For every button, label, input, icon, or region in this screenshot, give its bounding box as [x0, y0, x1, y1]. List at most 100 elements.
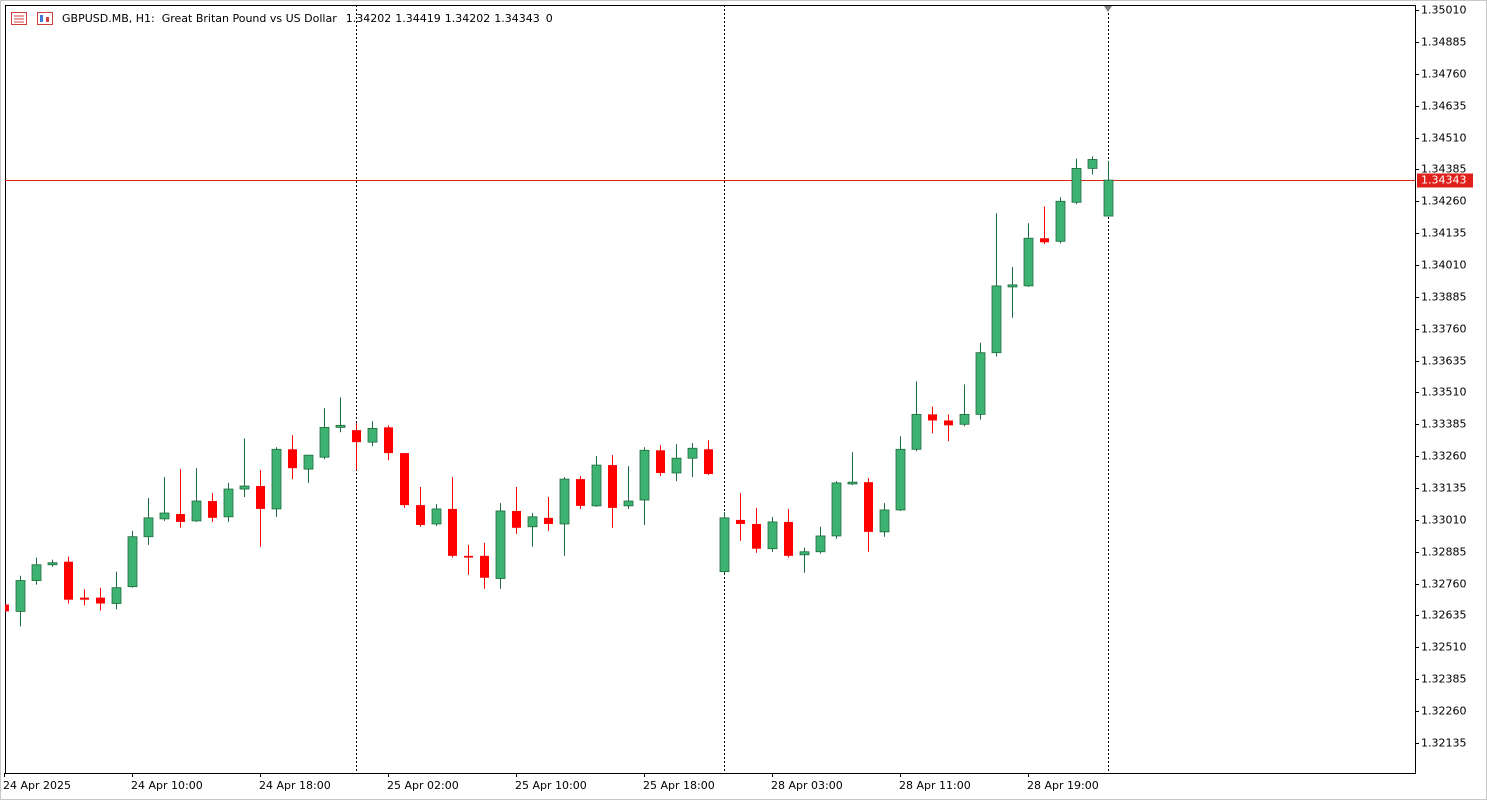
candle-body — [928, 414, 937, 421]
candle-body — [576, 479, 585, 506]
candle-body — [288, 449, 297, 469]
candle-body — [431, 508, 442, 525]
candle-body — [767, 521, 778, 550]
y-tick-label: 1.33135 — [1421, 482, 1467, 495]
candle-body — [5, 604, 9, 612]
candle-body — [96, 597, 105, 604]
header-low: 1.34202 — [445, 12, 491, 25]
candle-body — [480, 555, 489, 578]
candle-body — [799, 551, 810, 556]
candle-body — [1040, 238, 1049, 243]
candle-body — [1055, 200, 1066, 242]
candle-body — [559, 478, 570, 525]
price-label-box — [1417, 173, 1473, 188]
candle-body — [591, 464, 602, 507]
candle-body — [495, 510, 506, 579]
header-open: 1.34202 — [346, 12, 392, 25]
y-tick-label: 1.34510 — [1421, 132, 1467, 145]
candle-body — [608, 465, 617, 508]
y-tick-label: 1.32760 — [1421, 578, 1467, 591]
header: GBPUSD.MB, H1: Great Britan Pound vs US … — [62, 12, 553, 25]
header-volume: 0 — [546, 12, 553, 25]
x-tick-label: 24 Apr 10:00 — [131, 779, 203, 792]
candle-body — [384, 427, 393, 454]
y-tick-label: 1.33885 — [1421, 291, 1467, 304]
y-tick-label: 1.33760 — [1421, 323, 1467, 336]
x-tick-label: 24 Apr 2025 — [3, 779, 71, 792]
candle-body — [1071, 167, 1082, 203]
candle-body — [127, 536, 138, 588]
x-tick-label: 25 Apr 18:00 — [643, 779, 715, 792]
y-tick-label: 1.33010 — [1421, 514, 1467, 527]
candle-body — [512, 510, 521, 528]
candle-body — [111, 587, 122, 604]
candle-body — [448, 508, 457, 556]
candle-body — [975, 352, 986, 415]
y-tick-label: 1.34385 — [1421, 163, 1467, 176]
y-tick-label: 1.32260 — [1421, 705, 1467, 718]
x-tick-label: 25 Apr 02:00 — [387, 779, 459, 792]
x-tick-label: 28 Apr 11:00 — [899, 779, 971, 792]
candle-body — [864, 482, 873, 532]
y-tick-label: 1.32885 — [1421, 546, 1467, 559]
candle-body — [1087, 159, 1098, 169]
candle-body — [239, 485, 250, 490]
shift-marker — [1104, 6, 1112, 12]
candle-body — [831, 482, 842, 537]
icon — [46, 17, 49, 22]
y-tick-label: 1.32135 — [1421, 737, 1467, 750]
candle-body — [319, 426, 330, 458]
icon — [40, 15, 43, 22]
candle-body — [416, 505, 425, 525]
candle-body — [1007, 284, 1018, 288]
y-tick-label: 1.33635 — [1421, 355, 1467, 368]
candle-body — [671, 457, 682, 474]
candle-body — [80, 597, 89, 600]
candle-body — [176, 514, 185, 522]
y-tick-label: 1.34885 — [1421, 36, 1467, 49]
y-tick-label: 1.32635 — [1421, 609, 1467, 622]
candle-body — [47, 562, 58, 566]
candle-body — [687, 447, 698, 459]
candle-body — [208, 501, 217, 518]
y-tick-label: 1.32510 — [1421, 641, 1467, 654]
candle-body — [895, 448, 906, 511]
candle-body — [31, 564, 42, 581]
y-tick-label: 1.33385 — [1421, 418, 1467, 431]
chart-title: GBPUSD.MB, H1: Great Britan Pound vs US … — [62, 12, 337, 25]
candle-body — [271, 448, 282, 510]
candle-body — [464, 555, 473, 558]
candle-body — [944, 420, 953, 426]
candle-body — [1103, 179, 1114, 217]
candle-body — [879, 509, 890, 533]
candle-body — [623, 500, 634, 507]
x-tick-label: 25 Apr 10:00 — [515, 779, 587, 792]
y-tick-label: 1.32385 — [1421, 673, 1467, 686]
candle-body — [784, 521, 793, 556]
candle-body — [159, 512, 170, 520]
x-tick-label: 28 Apr 19:00 — [1027, 779, 1099, 792]
candle-body — [367, 427, 378, 443]
candle-body — [704, 449, 713, 475]
y-tick-label: 1.34635 — [1421, 100, 1467, 113]
candle-body — [335, 424, 346, 428]
candle-body — [223, 488, 234, 518]
y-tick-label: 1.35010 — [1421, 4, 1467, 17]
candle-body — [64, 561, 73, 600]
candle-body — [959, 413, 970, 425]
candle-body — [815, 535, 826, 553]
y-tick-label: 1.34135 — [1421, 227, 1467, 240]
icon — [37, 12, 53, 25]
header-close: 1.34343 — [494, 12, 540, 25]
candle-body — [303, 454, 314, 470]
candle-body — [736, 519, 745, 524]
plot-frame — [5, 5, 1416, 774]
candle-body — [639, 449, 650, 501]
candle-body — [911, 413, 922, 450]
candle-body — [15, 580, 26, 612]
y-tick-label: 1.34260 — [1421, 195, 1467, 208]
candle-body — [400, 453, 409, 506]
plot-area — [5, 5, 1415, 773]
